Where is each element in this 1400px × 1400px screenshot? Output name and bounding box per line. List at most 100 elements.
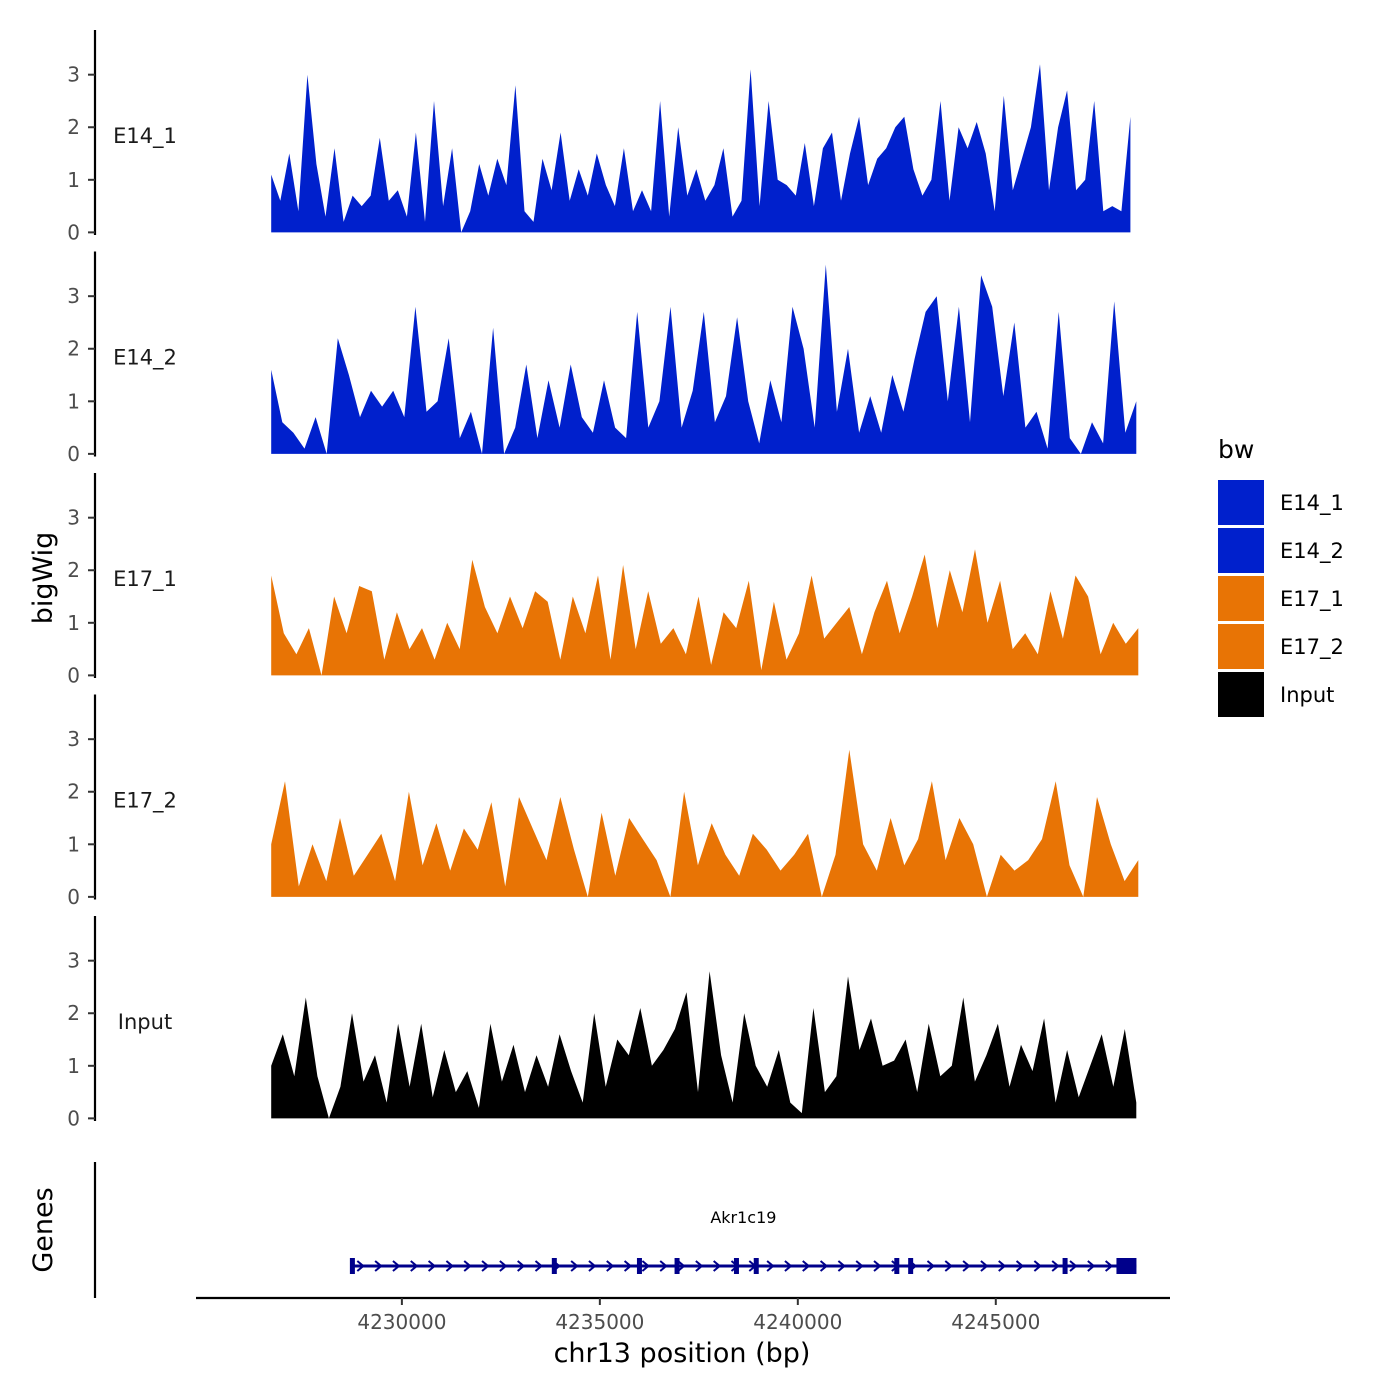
strand-arrow <box>998 1260 1007 1272</box>
strand-arrow <box>374 1260 383 1272</box>
strand-arrow <box>1104 1260 1114 1272</box>
y-tick-label: 3 <box>67 506 80 530</box>
y-tick-label: 2 <box>67 780 80 804</box>
y-tick-label: 1 <box>67 168 80 192</box>
strand-arrow <box>623 1260 633 1272</box>
legend-label: E17_2 <box>1280 635 1344 660</box>
track-label: Input <box>118 1010 172 1034</box>
track-Input: 0 1 2 3 Input <box>67 916 1137 1130</box>
gene-label: Akr1c19 <box>710 1208 776 1227</box>
area-E17_2 <box>271 749 1139 897</box>
legend: bw E14_1 E14_2 E17_1 E17_2 Input <box>1218 435 1344 717</box>
exon-block <box>1116 1258 1137 1274</box>
y-tick-label: 1 <box>67 1054 80 1078</box>
y-tick-label: 2 <box>67 1001 80 1025</box>
legend-key-E14_1 <box>1218 480 1264 525</box>
exon-block <box>636 1258 642 1274</box>
area-Input <box>271 971 1137 1119</box>
y-tick-label: 2 <box>67 558 80 582</box>
strand-arrow <box>499 1260 508 1272</box>
x-axis-title: chr13 position (bp) <box>554 1338 811 1369</box>
legend-label: E14_2 <box>1280 539 1344 564</box>
legend-key-E17_2 <box>1218 624 1264 669</box>
track-E17_2: 0 1 2 3 E17_2 <box>67 694 1139 909</box>
legend-key-Input <box>1218 672 1264 717</box>
track-label: E17_1 <box>113 567 177 592</box>
x-tick-label: 4235000 <box>555 1310 644 1334</box>
strand-arrow <box>463 1260 472 1272</box>
strand-arrow <box>534 1260 544 1272</box>
exon-block <box>1062 1258 1068 1274</box>
y-tick-label: 2 <box>67 337 80 361</box>
strand-arrow <box>606 1260 615 1272</box>
legend-key-E17_1 <box>1218 576 1264 621</box>
genes-panel: Akr1c19 <box>93 1162 1137 1298</box>
strand-arrow <box>1069 1260 1078 1272</box>
exon-block <box>894 1258 900 1274</box>
strand-arrow <box>855 1260 864 1272</box>
strand-arrow <box>641 1260 650 1272</box>
legend-label: Input <box>1280 683 1334 707</box>
exon-block <box>674 1258 680 1274</box>
genes-axis-title: Genes <box>28 1187 59 1272</box>
x-tick-label: 4230000 <box>357 1310 446 1334</box>
strand-arrow <box>980 1260 989 1272</box>
strand-arrow <box>445 1260 454 1272</box>
y-tick-label: 1 <box>67 389 80 413</box>
strand-arrow <box>677 1260 686 1272</box>
track-E17_1: 0 1 2 3 E17_1 <box>67 473 1139 687</box>
strand-arrow <box>659 1260 668 1272</box>
y-tick-label: 0 <box>67 663 80 687</box>
strand-arrow <box>1051 1260 1060 1272</box>
signal-tracks: 0 1 2 3 E14_1 0 1 2 3 E14_2 0 1 2 3 E17_1 0 1 2 3 E17_2 0 1 2 3… <box>67 30 1139 1130</box>
y-tick-label: 0 <box>67 220 80 244</box>
strand-arrow <box>819 1260 829 1272</box>
track-label: E17_2 <box>113 789 177 814</box>
track-E14_2: 0 1 2 3 E14_2 <box>67 251 1137 466</box>
strand-arrow <box>713 1260 722 1272</box>
gene-Akr1c19: Akr1c19 <box>349 1208 1137 1274</box>
y-axis-title: bigWig <box>28 532 59 625</box>
y-tick-label: 0 <box>67 885 80 909</box>
strand-arrow <box>695 1260 704 1272</box>
strand-arrow <box>926 1260 936 1272</box>
strand-arrow <box>1015 1260 1025 1272</box>
exon-block <box>551 1258 557 1274</box>
strand-arrow <box>570 1260 579 1272</box>
legend-key-E14_2 <box>1218 528 1264 573</box>
strand-arrow <box>588 1260 597 1272</box>
strand-arrow <box>873 1260 882 1272</box>
track-label: E14_2 <box>113 346 177 371</box>
legend-label: E14_1 <box>1280 491 1344 516</box>
strand-arrow <box>481 1260 490 1272</box>
y-tick-label: 0 <box>67 1106 80 1130</box>
exon-block <box>349 1258 355 1274</box>
y-tick-label: 2 <box>67 115 80 139</box>
y-tick-label: 3 <box>67 63 80 87</box>
x-tick-label: 4245000 <box>951 1310 1040 1334</box>
y-tick-label: 1 <box>67 611 80 635</box>
strand-arrow <box>427 1260 437 1272</box>
strand-arrow <box>410 1260 419 1272</box>
strand-arrow <box>802 1260 811 1272</box>
legend-label: E17_1 <box>1280 587 1344 612</box>
x-axis: 4230000 4235000 4240000 4245000 <box>196 1296 1170 1334</box>
strand-arrow <box>1087 1260 1096 1272</box>
track-label: E14_1 <box>113 124 177 149</box>
strand-arrow <box>356 1260 365 1272</box>
track-E14_1: 0 1 2 3 E14_1 <box>67 30 1131 244</box>
strand-arrow <box>392 1260 401 1272</box>
y-tick-label: 0 <box>67 442 80 466</box>
y-tick-label: 3 <box>67 284 80 308</box>
strand-arrow <box>962 1260 971 1272</box>
strand-arrow <box>1033 1260 1042 1272</box>
exon-block <box>733 1258 739 1274</box>
strand-arrow <box>944 1260 953 1272</box>
strand-arrow <box>784 1260 793 1272</box>
area-E17_1 <box>271 549 1139 676</box>
y-tick-label: 1 <box>67 832 80 856</box>
strand-arrow <box>837 1260 846 1272</box>
legend-title: bw <box>1218 435 1254 464</box>
area-E14_1 <box>271 64 1131 233</box>
strand-arrow <box>766 1260 775 1272</box>
